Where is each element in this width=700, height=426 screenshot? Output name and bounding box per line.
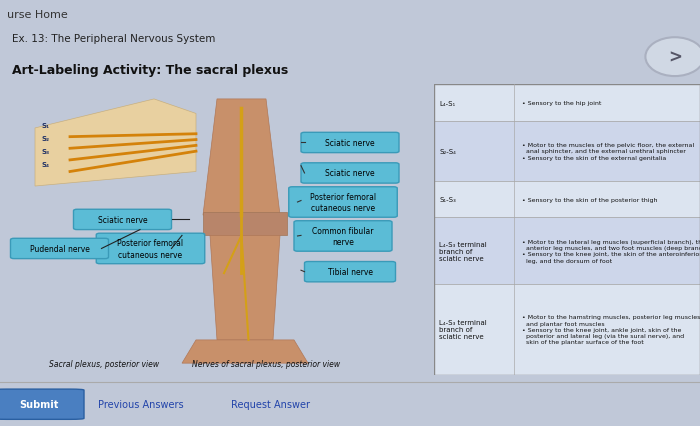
FancyBboxPatch shape <box>301 164 399 184</box>
Text: S₁-S₃: S₁-S₃ <box>440 197 456 203</box>
Text: Pudendal nerve: Pudendal nerve <box>29 245 90 253</box>
FancyBboxPatch shape <box>434 285 700 375</box>
Text: Previous Answers: Previous Answers <box>98 399 183 409</box>
Polygon shape <box>182 340 308 363</box>
Text: Posterior femoral
cutaneous nerve: Posterior femoral cutaneous nerve <box>310 193 376 213</box>
Text: Common fibular
nerve: Common fibular nerve <box>312 226 374 246</box>
FancyBboxPatch shape <box>97 233 204 264</box>
FancyBboxPatch shape <box>434 85 700 121</box>
Text: S₃: S₃ <box>41 149 50 155</box>
Polygon shape <box>35 100 196 187</box>
FancyBboxPatch shape <box>434 121 700 182</box>
Text: S₄: S₄ <box>41 162 50 168</box>
FancyBboxPatch shape <box>294 221 392 252</box>
Text: Art-Labeling Activity: The sacral plexus: Art-Labeling Activity: The sacral plexus <box>13 64 288 77</box>
Text: Sciatic nerve: Sciatic nerve <box>326 138 374 148</box>
Polygon shape <box>203 100 280 216</box>
Text: • Sensory to the skin of the posterior thigh: • Sensory to the skin of the posterior t… <box>522 197 657 202</box>
Text: • Motor to the muscles of the pelvic floor, the external
  anal sphincter, and t: • Motor to the muscles of the pelvic flo… <box>522 143 694 160</box>
Text: S₂: S₂ <box>41 136 50 142</box>
Text: >: > <box>668 49 682 66</box>
Text: L₄-S₃ terminal
branch of
sciatic nerve: L₄-S₃ terminal branch of sciatic nerve <box>440 241 487 261</box>
Text: Sacral plexus, posterior view: Sacral plexus, posterior view <box>49 359 159 368</box>
FancyBboxPatch shape <box>288 187 398 218</box>
FancyBboxPatch shape <box>301 133 399 153</box>
Text: Tibial nerve: Tibial nerve <box>328 268 372 276</box>
Text: Ex. 13: The Peripheral Nervous System: Ex. 13: The Peripheral Nervous System <box>13 34 216 44</box>
Text: Request Answer: Request Answer <box>231 399 310 409</box>
Text: urse Home: urse Home <box>7 10 68 20</box>
Text: • Motor to the hamstring muscles, posterior leg muscles,
  and plantar foot musc: • Motor to the hamstring muscles, poster… <box>522 315 700 345</box>
FancyBboxPatch shape <box>304 262 395 282</box>
Text: L₄-S₁: L₄-S₁ <box>440 100 456 106</box>
Polygon shape <box>203 213 287 236</box>
FancyBboxPatch shape <box>10 239 109 259</box>
FancyBboxPatch shape <box>74 210 172 230</box>
Text: Nerves of sacral plexus, posterior view: Nerves of sacral plexus, posterior view <box>192 359 340 368</box>
FancyBboxPatch shape <box>0 389 84 419</box>
Text: Posterior femoral
cutaneous nerve: Posterior femoral cutaneous nerve <box>118 239 183 259</box>
Text: S₂-S₄: S₂-S₄ <box>440 149 456 155</box>
Text: • Motor to the lateral leg muscles (superficial branch), the
  anterior leg musc: • Motor to the lateral leg muscles (supe… <box>522 239 700 263</box>
Text: Submit: Submit <box>19 399 58 409</box>
Text: L₄-S₃ terminal
branch of
sciatic nerve: L₄-S₃ terminal branch of sciatic nerve <box>440 320 487 340</box>
Circle shape <box>645 38 700 77</box>
FancyBboxPatch shape <box>434 182 700 218</box>
FancyBboxPatch shape <box>434 218 700 285</box>
Polygon shape <box>210 236 280 340</box>
Text: • Sensory to the hip joint: • Sensory to the hip joint <box>522 101 601 106</box>
Text: S₁: S₁ <box>41 123 50 129</box>
Text: Sciatic nerve: Sciatic nerve <box>98 216 147 225</box>
Text: Sciatic nerve: Sciatic nerve <box>326 169 374 178</box>
